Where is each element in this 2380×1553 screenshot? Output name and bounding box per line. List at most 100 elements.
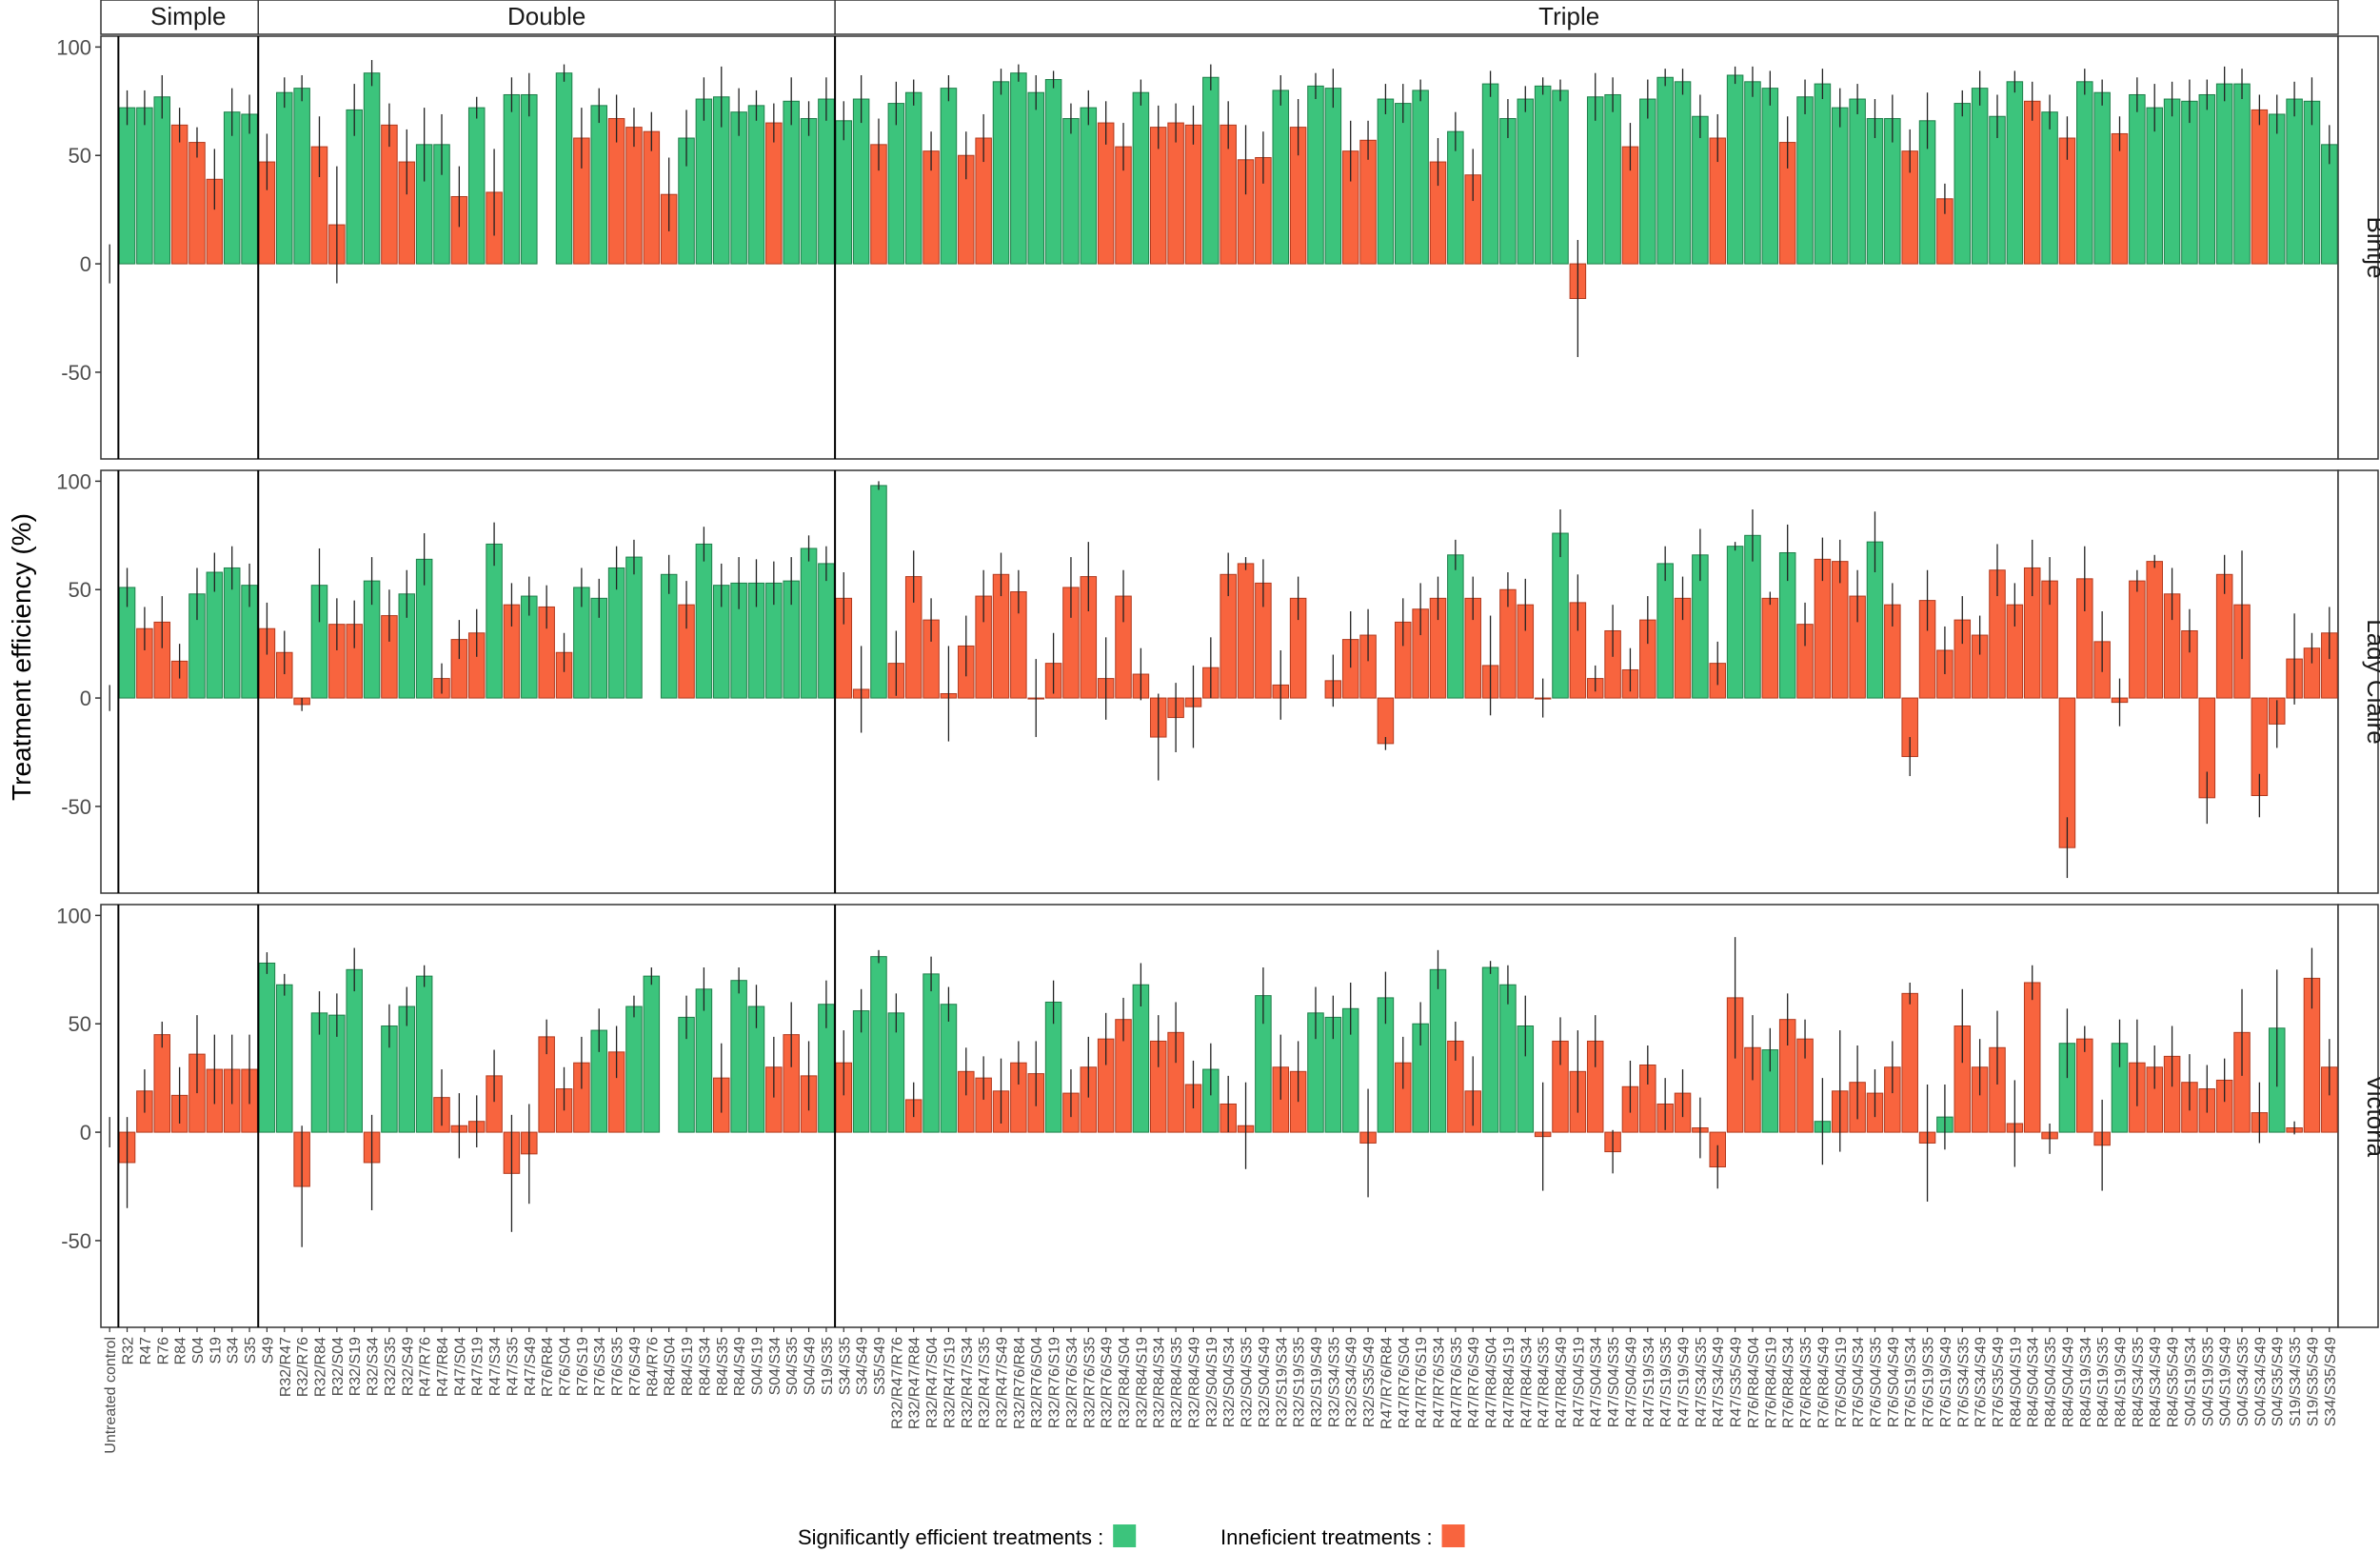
bar bbox=[1831, 107, 1849, 265]
x-tick-label: S04/S49 bbox=[803, 1337, 819, 1395]
bar bbox=[2163, 98, 2181, 265]
top-strip-box bbox=[100, 0, 2339, 35]
bar bbox=[992, 81, 1010, 265]
bar bbox=[695, 98, 713, 265]
x-tick-label: R32/R47/S19 bbox=[942, 1337, 958, 1428]
x-tick-label: R32/R84/S19 bbox=[1134, 1337, 1150, 1428]
bar bbox=[1586, 96, 1604, 265]
y-tick-label: -50 bbox=[61, 1229, 91, 1253]
y-tick-label: 50 bbox=[69, 578, 91, 602]
x-axis-ticks: Untreated control R32 R47 R76 R84 S04 S19 S34 S3… bbox=[103, 1327, 2339, 1454]
bar bbox=[1814, 83, 1832, 265]
x-tick-label: R32/R76 bbox=[295, 1337, 311, 1397]
bar bbox=[1656, 76, 1674, 265]
x-tick-label: R32/S35 bbox=[383, 1337, 399, 1396]
bar bbox=[1744, 81, 1761, 265]
bar bbox=[1202, 76, 1220, 265]
x-tick-label: S19 bbox=[208, 1337, 224, 1364]
bar bbox=[188, 142, 206, 265]
bar bbox=[1499, 118, 1517, 265]
x-tick-label: S04/S34 bbox=[767, 1337, 783, 1395]
bar bbox=[1674, 81, 1692, 265]
bar bbox=[1552, 532, 1569, 699]
x-tick-label: R32/S35/S49 bbox=[1361, 1337, 1378, 1427]
bar bbox=[1849, 98, 1866, 265]
bar bbox=[590, 105, 608, 265]
bar bbox=[153, 1034, 171, 1133]
y-tick-label: 100 bbox=[56, 469, 91, 493]
x-tick-label: R32/S34/S49 bbox=[1344, 1337, 1360, 1427]
x-tick-label: R32/R47/R84 bbox=[907, 1337, 923, 1429]
bar bbox=[643, 975, 661, 1133]
x-tick-label: R47/S04/S49 bbox=[1623, 1337, 1639, 1427]
bar bbox=[2198, 93, 2216, 265]
bar bbox=[1080, 107, 1098, 265]
y-tick-label: 0 bbox=[80, 1121, 91, 1145]
bar bbox=[1761, 597, 1779, 699]
x-tick-label: R32/R84/S04 bbox=[1117, 1337, 1133, 1428]
bar bbox=[2076, 1038, 2093, 1133]
bar bbox=[940, 1004, 958, 1133]
bar bbox=[1377, 697, 1395, 745]
bars bbox=[109, 481, 2338, 879]
x-tick-label: R84/S04/S49 bbox=[2060, 1337, 2076, 1427]
x-tick-label: R32/R84/S35 bbox=[1169, 1337, 1185, 1428]
bar bbox=[625, 127, 643, 265]
bar bbox=[818, 98, 835, 265]
x-tick-label: R76/S04/S19 bbox=[1834, 1337, 1850, 1427]
panel-label: Victoria bbox=[2362, 1075, 2380, 1158]
bar bbox=[1272, 90, 1290, 265]
x-tick-label: R47/S04/S34 bbox=[1589, 1337, 1605, 1427]
bar bbox=[521, 93, 538, 265]
bar bbox=[467, 107, 486, 265]
bar bbox=[818, 563, 835, 699]
side-strip-box bbox=[2337, 904, 2379, 1328]
bar bbox=[1132, 91, 1150, 265]
x-tick-label: R32/R76/S34 bbox=[1064, 1337, 1081, 1428]
bar bbox=[904, 91, 922, 265]
x-tick-label: R76/R84/S49 bbox=[1815, 1337, 1832, 1428]
bar bbox=[643, 130, 661, 265]
bar bbox=[241, 113, 258, 265]
bar bbox=[1412, 90, 1429, 265]
x-tick-label: R47/R76/S35 bbox=[1449, 1337, 1465, 1428]
x-tick-label: R47/S19 bbox=[470, 1337, 486, 1396]
panel-label: Bintje bbox=[2362, 216, 2380, 278]
x-tick-label: R84 bbox=[173, 1337, 189, 1364]
x-tick-label: Untreated control bbox=[103, 1337, 119, 1454]
x-tick-label: R32/S34 bbox=[366, 1337, 382, 1396]
bar bbox=[1184, 124, 1202, 265]
x-tick-label: R84/S04 bbox=[663, 1337, 679, 1396]
bar bbox=[2233, 83, 2251, 265]
bar bbox=[1761, 88, 1779, 265]
bar bbox=[2041, 111, 2058, 265]
x-tick-label: R76/S19/S35 bbox=[1921, 1337, 1937, 1427]
x-tick-label: R32/S04/S34 bbox=[1221, 1337, 1238, 1427]
x-tick-label: R32/R76/S49 bbox=[1100, 1337, 1116, 1428]
x-tick-label: R47/S04/S19 bbox=[1571, 1337, 1587, 1427]
x-tick-label: R32/S19/S35 bbox=[1292, 1337, 1308, 1427]
bar bbox=[1866, 118, 1884, 265]
bar bbox=[870, 485, 887, 699]
x-tick-label: R32/S19/S34 bbox=[1274, 1337, 1290, 1427]
x-tick-label: R47/R84/S04 bbox=[1484, 1337, 1500, 1428]
x-tick-label: R84/S34 bbox=[697, 1337, 713, 1396]
y-tick-label: 100 bbox=[56, 35, 91, 59]
y-tick-label: 50 bbox=[69, 144, 91, 168]
bar bbox=[346, 968, 363, 1133]
x-tick-label: R84/S19 bbox=[680, 1337, 696, 1396]
x-tick-label: R76/S34/S49 bbox=[1973, 1337, 1990, 1427]
x-tick-label: R76/S34 bbox=[592, 1337, 608, 1396]
bar bbox=[887, 103, 905, 265]
bar bbox=[800, 118, 818, 265]
x-tick-label: S04/S19 bbox=[749, 1337, 765, 1395]
x-tick-label: S34/S35/S49 bbox=[2323, 1337, 2339, 1426]
bar bbox=[2129, 580, 2146, 699]
bar bbox=[765, 122, 783, 265]
x-tick-label: R47/S19/S49 bbox=[1676, 1337, 1693, 1427]
legend-swatch bbox=[1113, 1524, 1137, 1547]
bar bbox=[2251, 109, 2269, 265]
x-tick-label: R32/R76/S35 bbox=[1081, 1337, 1098, 1428]
